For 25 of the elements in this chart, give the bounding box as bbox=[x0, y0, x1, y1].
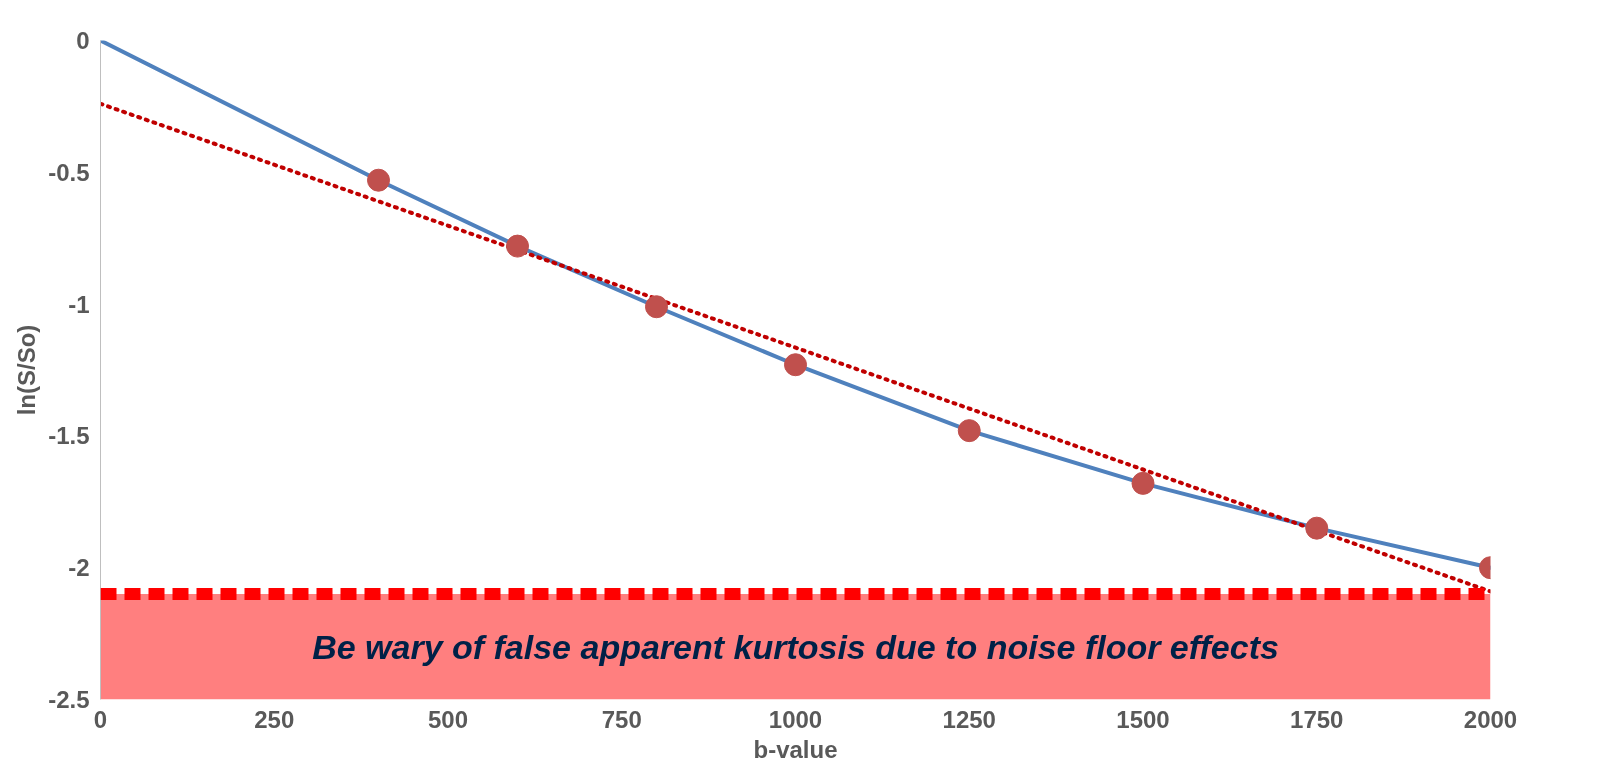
point bbox=[784, 353, 807, 377]
x-tick-label: 500 bbox=[427, 705, 469, 733]
x-tick-label: 0 bbox=[93, 705, 108, 733]
point bbox=[1131, 471, 1155, 495]
y-axis-title: ln(S/So) bbox=[13, 324, 41, 416]
x-tick-label: 2000 bbox=[1463, 705, 1518, 733]
y-tick-label: -1.5 bbox=[48, 422, 90, 450]
x-axis-title: b-value bbox=[753, 735, 838, 763]
point bbox=[645, 295, 668, 319]
point bbox=[957, 419, 981, 443]
y-tick-label: 0 bbox=[76, 27, 90, 54]
x-tick-label: 1500 bbox=[1116, 705, 1170, 733]
point bbox=[1305, 516, 1329, 540]
x-tick-label: 1250 bbox=[942, 705, 996, 733]
point bbox=[367, 168, 390, 192]
x-tick-label: 1000 bbox=[768, 705, 823, 733]
y-tick-label: -0.5 bbox=[48, 158, 90, 186]
x-tick-label: 750 bbox=[601, 705, 642, 733]
y-tick-label: -2 bbox=[68, 554, 90, 582]
y-tick-label: -2.5 bbox=[48, 686, 90, 713]
y-tick-label: -1 bbox=[68, 290, 90, 318]
x-tick-label: 1750 bbox=[1290, 705, 1344, 733]
band-label: Be wary of false apparent kurtosis due to noise floor effects bbox=[312, 627, 1279, 666]
x-tick-label: 250 bbox=[254, 705, 295, 733]
point bbox=[506, 234, 529, 258]
